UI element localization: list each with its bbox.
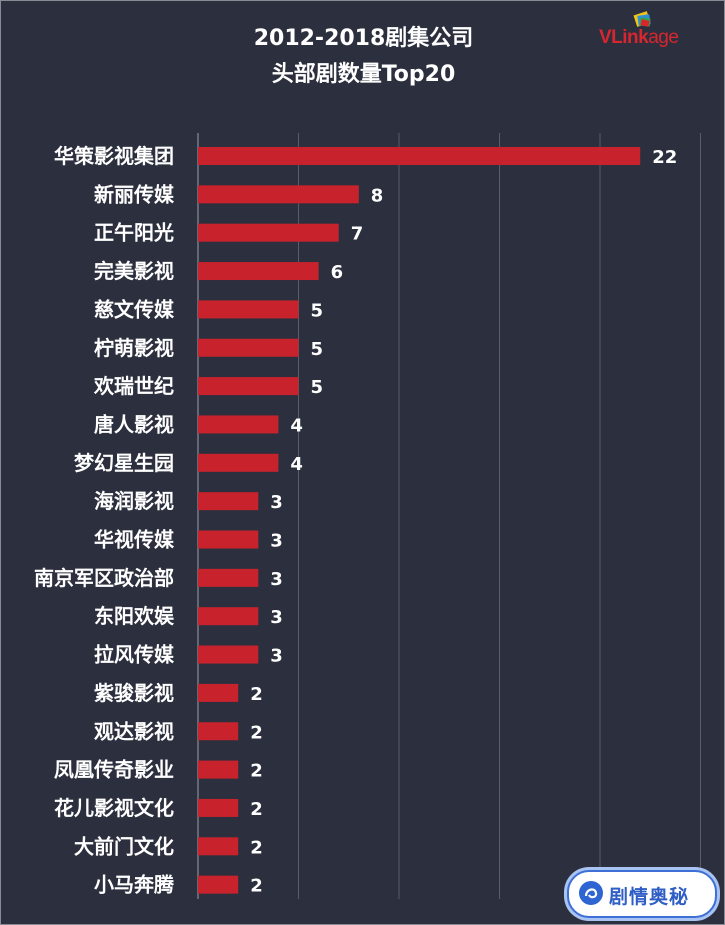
bar — [198, 607, 259, 626]
bar — [198, 492, 259, 511]
category-label: 欢瑞世纪 — [93, 374, 174, 398]
value-label: 2 — [250, 761, 263, 782]
bar — [198, 262, 319, 281]
value-label: 2 — [250, 837, 263, 858]
category-label: 观达影视 — [94, 719, 174, 743]
bar — [198, 645, 259, 664]
watermark-badge: 剧情奥秘 — [567, 870, 717, 918]
category-label: 大前门文化 — [74, 834, 174, 858]
category-label: 梦幻星生园 — [74, 451, 174, 475]
category-label: 凤凰传奇影业 — [54, 758, 174, 782]
category-label: 东阳欢娱 — [94, 604, 175, 628]
value-label: 2 — [250, 799, 263, 820]
bar — [198, 453, 279, 472]
logo-wordmark: VLinkage — [599, 27, 679, 49]
bar — [198, 415, 279, 434]
tilted-squares-logo-icon — [633, 11, 651, 27]
category-label: 拉风传媒 — [94, 643, 175, 667]
logo-text-main: VLink — [599, 27, 649, 48]
bar — [198, 798, 239, 817]
value-label: 5 — [311, 339, 324, 360]
title-line-1: 2012-2018剧集公司 — [253, 26, 474, 51]
bar — [198, 300, 299, 319]
category-label: 小马奔腾 — [94, 873, 175, 897]
swirl-logo-icon — [579, 881, 603, 905]
watermark-text: 剧情奥秘 — [609, 886, 690, 908]
bar — [198, 722, 239, 741]
category-label: 完美影视 — [94, 259, 174, 283]
value-label: 2 — [250, 684, 263, 705]
category-label: 唐人影视 — [94, 412, 174, 436]
bar — [198, 837, 239, 856]
value-label: 4 — [290, 454, 303, 475]
bar — [198, 185, 359, 204]
value-label: 5 — [311, 300, 324, 321]
logo-text-tail: age — [648, 27, 679, 48]
bar — [198, 530, 259, 549]
bar — [198, 683, 239, 702]
value-label: 4 — [290, 415, 303, 436]
bar — [198, 875, 239, 894]
bar — [198, 377, 299, 396]
value-label: 5 — [311, 377, 324, 398]
category-label: 新丽传媒 — [94, 182, 175, 206]
title-line-2: 头部剧数量Top20 — [271, 62, 456, 87]
bar — [198, 338, 299, 357]
value-label: 2 — [250, 876, 263, 897]
category-label: 紫骏影视 — [94, 681, 174, 705]
category-label: 南京军区政治部 — [34, 566, 174, 590]
category-label: 花儿影视文化 — [54, 796, 174, 820]
bar — [198, 223, 339, 242]
value-label: 7 — [351, 224, 364, 245]
bar — [198, 568, 259, 587]
value-label: 3 — [270, 646, 283, 667]
value-label: 2 — [250, 722, 263, 743]
bar — [198, 760, 239, 779]
bar — [198, 147, 641, 165]
category-label: 华视传媒 — [94, 528, 175, 552]
value-label: 3 — [270, 531, 283, 552]
category-label: 柠萌影视 — [94, 336, 174, 360]
vlinkage-logo: VLinkage — [599, 11, 721, 55]
value-label: 6 — [331, 262, 344, 283]
value-label: 3 — [270, 492, 283, 513]
value-label: 3 — [270, 607, 283, 628]
category-label: 海润影视 — [94, 489, 174, 513]
chart-title: 2012-2018剧集公司 头部剧数量Top20 — [1, 21, 724, 93]
value-label: 22 — [652, 147, 677, 168]
value-label: 8 — [371, 185, 384, 206]
category-label: 慈文传媒 — [94, 297, 175, 321]
category-label: 正午阳光 — [94, 221, 174, 245]
value-label: 3 — [270, 569, 283, 590]
category-label: 华策影视集团 — [54, 144, 174, 168]
